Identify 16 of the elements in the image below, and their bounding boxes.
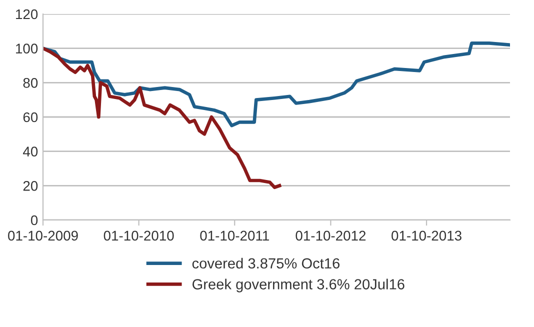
y-tick-label: 100 bbox=[16, 44, 38, 54]
legend-label: covered 3.875% Oct16 bbox=[192, 258, 340, 269]
y-tick-label: 80 bbox=[23, 78, 38, 88]
x-tick-label: 01-10-2010 bbox=[104, 230, 174, 241]
x-tick-label: 01-10-2009 bbox=[8, 230, 78, 241]
x-tick-label: 01-10-2013 bbox=[392, 230, 462, 241]
line-series bbox=[43, 46, 282, 190]
legend-label: Greek government 3.6% 20Jul16 bbox=[192, 278, 404, 292]
y-tick-label: 40 bbox=[23, 146, 38, 157]
y-tick-label: 20 bbox=[23, 181, 38, 191]
y-tick-label: 120 bbox=[16, 9, 38, 20]
y-tick-label: 60 bbox=[23, 112, 38, 122]
x-tick-label: 01-10-2012 bbox=[296, 230, 366, 241]
line-series bbox=[43, 42, 510, 128]
y-tick-label: 0 bbox=[30, 215, 38, 226]
x-tick-label: 01-10-2011 bbox=[200, 230, 269, 241]
